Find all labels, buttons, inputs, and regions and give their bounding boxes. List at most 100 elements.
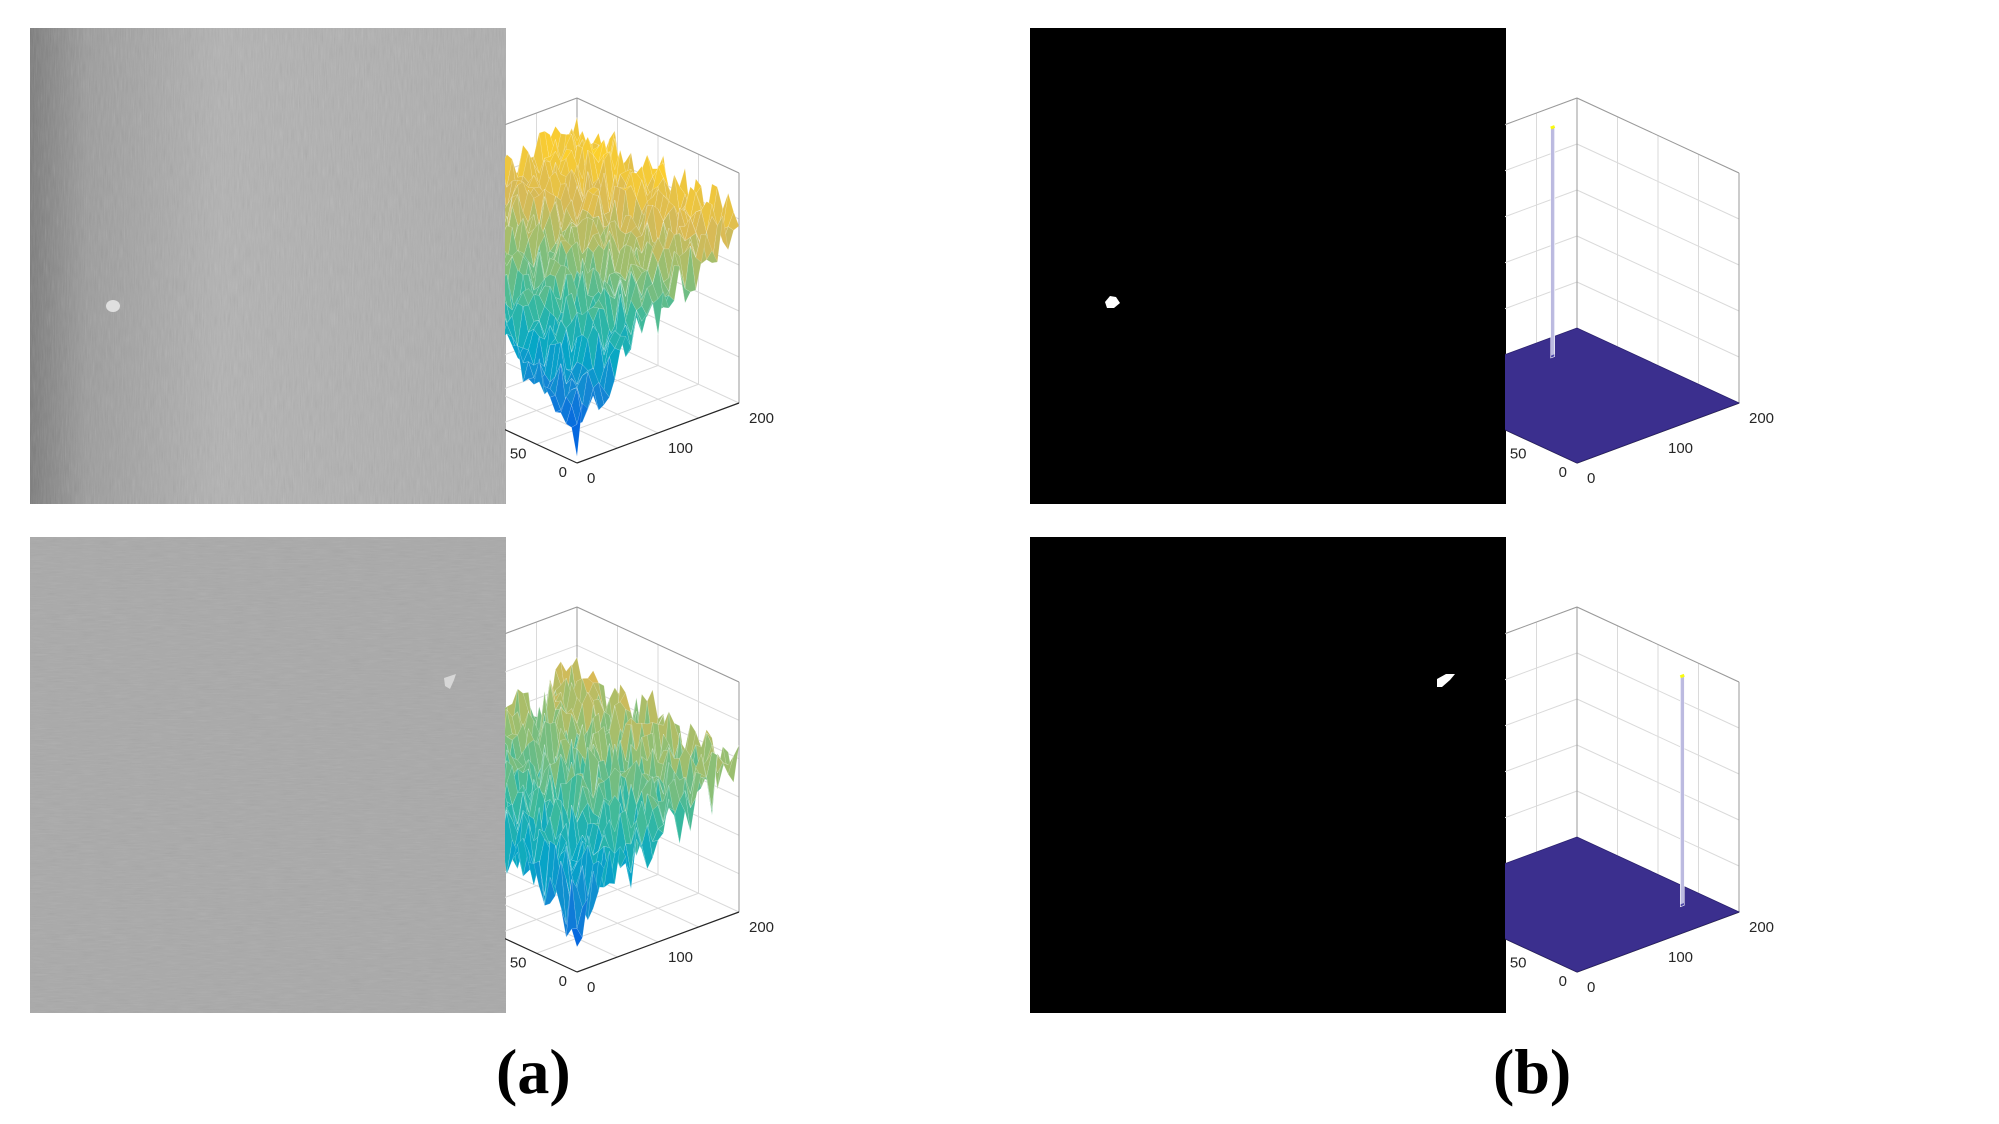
- binary-map-1: [1030, 28, 1506, 504]
- x-tick-label: 100: [1668, 440, 1693, 457]
- x-tick-label: 0: [587, 979, 595, 996]
- surface-patch: [620, 855, 632, 890]
- surface-patch: [619, 766, 632, 779]
- surface-patch: [603, 851, 616, 888]
- surface-patch: [679, 245, 691, 289]
- surface-patch: [505, 811, 513, 875]
- x-tick-label: 100: [668, 949, 693, 966]
- surface-patch: [625, 810, 637, 845]
- surface-patch: [646, 283, 659, 304]
- target-spot: [444, 674, 456, 689]
- flat-floor: [1505, 327, 1741, 464]
- surface-patch: [630, 827, 642, 874]
- surface-patch: [505, 251, 508, 259]
- surface-patch: [571, 855, 583, 896]
- surface-patch: [528, 328, 540, 367]
- surface-patch: [571, 199, 583, 227]
- y-tick-label: 50: [510, 954, 527, 971]
- surface-patch: [641, 825, 653, 870]
- surface-patch: [636, 827, 648, 870]
- surface-patch: [593, 834, 605, 856]
- surface: [505, 656, 740, 948]
- surface-patch: [517, 306, 529, 349]
- surface: [505, 117, 740, 457]
- surface: [1505, 673, 1741, 973]
- surface-plot-a2: 01002000501001502000.50.550.60.650.70.75…: [505, 537, 975, 1017]
- surface-plot-a1: 01002000501001502000.30.40.50.60.70.8: [505, 28, 975, 508]
- surface-patch: [690, 772, 702, 809]
- surface-plot-b1: 010020005010015020000.20.40.60.81: [1505, 28, 1975, 508]
- surface-patch: [565, 404, 578, 428]
- target-spot: [106, 300, 120, 312]
- surface-patch: [684, 246, 697, 293]
- surface-patch: [555, 342, 567, 385]
- surface-patch: [663, 251, 675, 293]
- surface-patch: [539, 886, 551, 906]
- surface-patch: [555, 706, 567, 722]
- surface-patch: [625, 827, 637, 874]
- surface-patch: [576, 309, 589, 341]
- surface-patch: [657, 798, 669, 834]
- surface-patch: [679, 747, 691, 789]
- axis-ticks: 010020005010015020000.20.40.60.81: [1510, 410, 1774, 487]
- surface-patch: [511, 303, 524, 347]
- surface-patch: [592, 299, 605, 310]
- surface-patch: [571, 834, 583, 862]
- surface-patch: [576, 810, 589, 860]
- surface-patch: [652, 804, 664, 830]
- surface-patch: [592, 381, 605, 411]
- surface-patch: [619, 263, 632, 297]
- surface-patch: [668, 807, 680, 844]
- x-tick-label: 200: [749, 919, 774, 936]
- surface-patch: [652, 204, 664, 245]
- surface-patch: [505, 273, 508, 277]
- surface-patch: [625, 185, 637, 232]
- surface-patch: [505, 312, 507, 323]
- surface-patch: [603, 173, 615, 212]
- surface-patch: [549, 259, 562, 277]
- surface-patch: [609, 330, 621, 349]
- surface-patch: [620, 271, 632, 314]
- surface-patch: [505, 323, 513, 338]
- binary-map-2: [1030, 537, 1506, 1013]
- surface-patch: [566, 879, 578, 938]
- surface-patch: [549, 395, 562, 413]
- y-tick-label: 0: [1559, 973, 1567, 990]
- surface-patch: [593, 800, 605, 827]
- surface-patch: [565, 312, 578, 353]
- surface-patch: [571, 928, 583, 948]
- peak-top: [1679, 673, 1685, 679]
- surface-patch: [555, 727, 567, 764]
- surface-patch: [571, 387, 583, 407]
- surface-patch: [587, 219, 599, 247]
- y-tick-label: 50: [1510, 445, 1527, 462]
- surface-patch: [641, 301, 653, 322]
- surface-patch: [587, 234, 599, 254]
- surface-patch: [619, 168, 632, 184]
- axis-ticks: 01002000501001502000.50.550.60.650.70.75…: [510, 919, 774, 996]
- surface-patch: [603, 330, 615, 356]
- surface-patch: [505, 318, 508, 330]
- y-tick-label: 0: [559, 973, 567, 990]
- surface-patch: [517, 291, 529, 307]
- surface-patch: [598, 851, 610, 888]
- surface-patch: [592, 139, 605, 164]
- surface-patch: [576, 371, 589, 407]
- surface-patch: [603, 185, 615, 227]
- surface-patch: [727, 745, 740, 783]
- target-blob: [1437, 674, 1455, 687]
- surface-patch: [505, 807, 507, 819]
- raw-image-1: [30, 28, 506, 504]
- surface-patch: [609, 279, 621, 300]
- surface-patch: [593, 154, 605, 182]
- raw-image-2: [30, 537, 506, 1013]
- peak-top: [1550, 125, 1556, 130]
- surface-patch: [652, 828, 664, 842]
- surface-patch: [652, 165, 664, 191]
- surface-patch: [505, 742, 507, 745]
- surface-patch: [539, 358, 551, 395]
- surface-patch: [505, 225, 507, 231]
- surface-patch: [587, 388, 599, 411]
- surface-patch: [505, 295, 507, 306]
- surface-patch: [598, 222, 610, 256]
